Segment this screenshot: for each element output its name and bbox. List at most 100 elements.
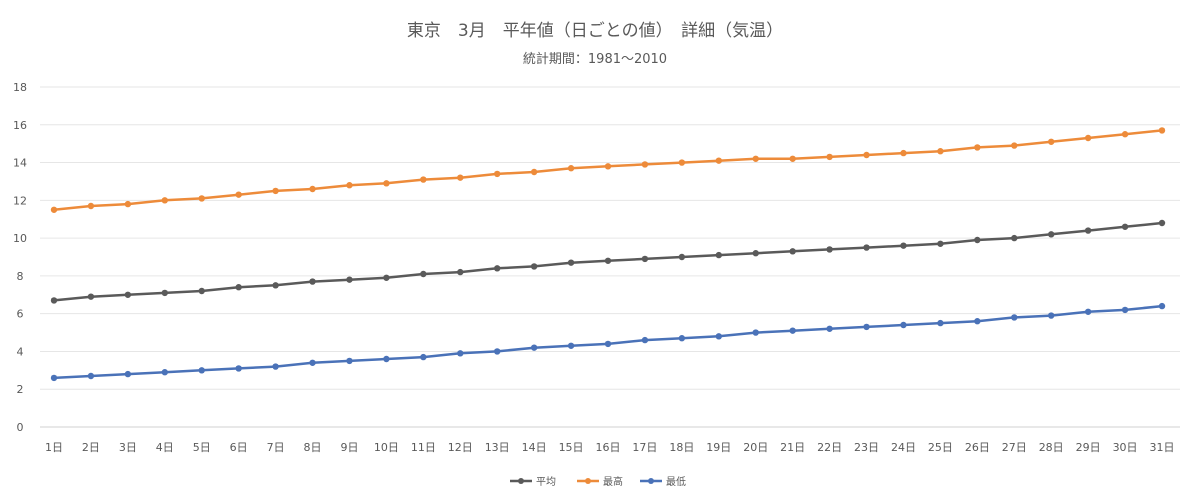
data-point xyxy=(826,325,833,332)
data-point xyxy=(1121,223,1129,230)
data-point xyxy=(235,284,242,291)
data-point xyxy=(124,291,132,298)
data-point xyxy=(678,253,686,261)
data-point xyxy=(1158,302,1166,310)
data-point xyxy=(494,348,501,355)
data-point xyxy=(789,248,796,255)
data-point xyxy=(235,191,242,198)
series-1 xyxy=(50,219,1166,304)
x-tick-label: 30日 xyxy=(1113,441,1138,454)
data-point xyxy=(124,370,132,378)
y-tick-label: 10 xyxy=(13,232,27,245)
data-point xyxy=(272,187,279,195)
data-point xyxy=(530,168,538,176)
data-point xyxy=(789,327,796,334)
series-line xyxy=(53,129,1163,212)
x-tick-label: 3日 xyxy=(119,441,137,454)
data-point xyxy=(604,163,612,170)
data-point xyxy=(161,197,168,204)
data-point xyxy=(87,372,95,380)
data-point xyxy=(567,259,575,266)
data-point xyxy=(198,287,205,295)
data-point xyxy=(604,340,612,348)
data-point xyxy=(937,240,944,247)
x-axis-ticks: 1日 2日 3日 4日 5日 6日 7日 8日 9日 10日 11日 12日 13日 14日 15日 16日 1… xyxy=(45,441,1175,454)
data-point xyxy=(1011,234,1018,242)
y-tick-label: 8 xyxy=(17,270,24,283)
x-tick-label: 6日 xyxy=(230,441,248,454)
data-point xyxy=(272,363,279,370)
data-point xyxy=(678,335,686,342)
legend: 平均 最高 最低 xyxy=(510,475,686,488)
x-tick-label: 13日 xyxy=(485,441,510,454)
data-point xyxy=(900,242,907,249)
data-point xyxy=(752,250,759,257)
x-tick-label: 9日 xyxy=(340,441,358,454)
data-point xyxy=(87,202,95,210)
x-tick-label: 18日 xyxy=(669,441,694,454)
data-point xyxy=(604,257,612,264)
x-tick-label: 25日 xyxy=(928,441,953,454)
gridlines xyxy=(40,86,1180,428)
data-point xyxy=(1084,308,1092,315)
data-point xyxy=(420,176,427,183)
y-axis-ticks: 0 2 4 6 8 10 12 14 16 18 xyxy=(13,81,27,434)
data-point xyxy=(235,365,242,372)
data-point xyxy=(752,329,759,336)
data-point xyxy=(383,180,390,187)
data-point xyxy=(50,374,58,382)
x-tick-label: 8日 xyxy=(304,441,322,454)
data-point xyxy=(457,174,464,181)
data-point xyxy=(87,293,95,300)
y-tick-label: 0 xyxy=(17,421,24,434)
data-point xyxy=(1121,306,1129,314)
data-point xyxy=(161,369,168,376)
x-tick-label: 12日 xyxy=(448,441,473,454)
y-tick-label: 14 xyxy=(13,157,27,170)
y-tick-label: 18 xyxy=(13,81,27,94)
x-tick-label: 20日 xyxy=(743,441,768,454)
data-point xyxy=(198,195,205,202)
data-point xyxy=(457,268,464,276)
data-point xyxy=(1158,127,1166,134)
data-point xyxy=(161,289,168,297)
data-point xyxy=(715,157,722,164)
data-point xyxy=(900,321,907,329)
data-point xyxy=(937,319,944,327)
legend-marker xyxy=(585,478,591,484)
data-point xyxy=(50,206,58,213)
x-tick-label: 2日 xyxy=(82,441,100,454)
x-tick-label: 1日 xyxy=(45,441,63,454)
x-tick-label: 26日 xyxy=(965,441,990,454)
data-point xyxy=(974,144,981,151)
series-lines xyxy=(50,127,1166,382)
data-point xyxy=(641,255,649,263)
data-point xyxy=(937,148,944,155)
series-3 xyxy=(50,302,1166,382)
data-point xyxy=(863,151,870,159)
data-point xyxy=(900,149,907,157)
data-point xyxy=(1121,131,1129,138)
data-point xyxy=(1011,314,1018,321)
data-point xyxy=(1048,231,1055,238)
data-point xyxy=(641,161,649,168)
x-tick-label: 7日 xyxy=(267,441,285,454)
data-point xyxy=(974,236,981,244)
x-tick-label: 28日 xyxy=(1039,441,1064,454)
data-point xyxy=(309,185,316,193)
data-point xyxy=(1084,134,1092,142)
x-tick-label: 17日 xyxy=(632,441,657,454)
x-tick-label: 15日 xyxy=(559,441,584,454)
x-tick-label: 11日 xyxy=(411,441,436,454)
x-tick-label: 16日 xyxy=(596,441,621,454)
data-point xyxy=(50,297,58,304)
data-point xyxy=(494,265,501,272)
data-point xyxy=(863,323,870,331)
data-point xyxy=(420,270,427,278)
x-tick-label: 29日 xyxy=(1076,441,1101,454)
x-tick-label: 4日 xyxy=(156,441,174,454)
data-point xyxy=(789,155,796,162)
x-tick-label: 21日 xyxy=(780,441,805,454)
